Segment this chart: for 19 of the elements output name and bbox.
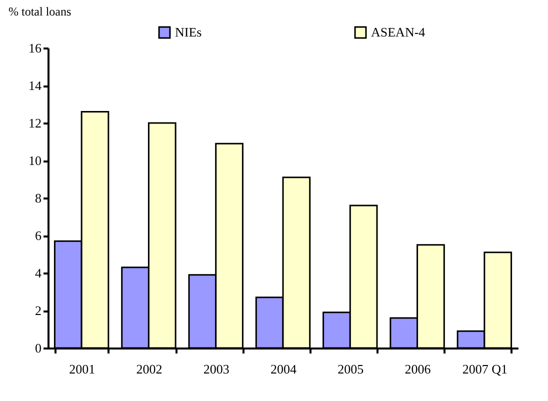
y-tick-label: 8 <box>35 190 42 206</box>
legend-label: NIEs <box>175 24 202 40</box>
y-tick-label: 16 <box>28 40 42 56</box>
x-tick-label: 2007 Q1 <box>462 362 508 376</box>
y-tick-label: 14 <box>28 78 42 93</box>
y-tick-label: 6 <box>35 228 42 243</box>
x-tick-label: 2001 <box>69 362 96 376</box>
x-tick-label: 2003 <box>203 362 230 376</box>
x-tick-label: 2004 <box>270 362 297 376</box>
y-tick-label: 4 <box>35 266 42 280</box>
y-axis-title: % total loans <box>8 4 72 18</box>
x-tick-label: 2005 <box>338 362 364 376</box>
x-tick-label: 2002 <box>136 362 162 376</box>
legend-label: ASEAN-4 <box>371 24 426 40</box>
y-tick-label: 0 <box>35 340 42 356</box>
y-tick-label: 10 <box>28 153 42 168</box>
x-tick-label: 2006 <box>404 362 432 376</box>
y-tick-label: 2 <box>35 303 42 318</box>
y-tick-label: 12 <box>28 116 42 130</box>
